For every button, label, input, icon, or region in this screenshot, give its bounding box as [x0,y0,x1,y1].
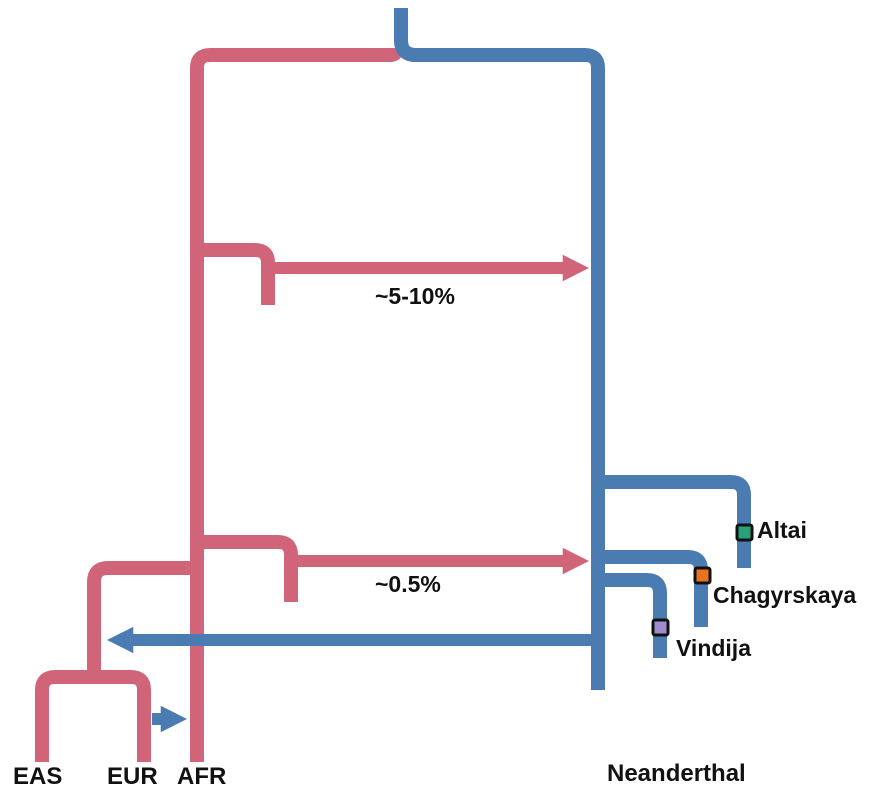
altai-label: Altai [757,517,807,543]
late-gene-flow-label: ~0.5% [375,571,441,597]
root-branch-neanderthal [394,8,605,690]
vindija-label: Vindija [676,635,751,661]
vindija-marker [651,618,670,637]
chagyrskaya-marker [693,566,712,585]
eas-eur-split [35,670,151,762]
early-gene-flow-label: ~5-10% [375,283,455,309]
vindija-branch [598,573,667,658]
altai-marker [735,523,754,542]
root-branch-modern-human [190,47,404,762]
population-label-eur: EUR [107,763,158,787]
chagyrskaya-branch [598,550,708,627]
late-modern-human-offshoot [197,535,298,602]
population-label-afr: AFR [177,763,226,787]
non-african-branch [87,561,197,677]
chagyrskaya-label: Chagyrskaya [713,582,856,608]
early-modern-human-offshoot [197,243,275,305]
population-label-eas: EAS [13,763,62,787]
altai-branch [598,475,751,568]
population-label-neanderthal: Neanderthal [607,760,746,787]
